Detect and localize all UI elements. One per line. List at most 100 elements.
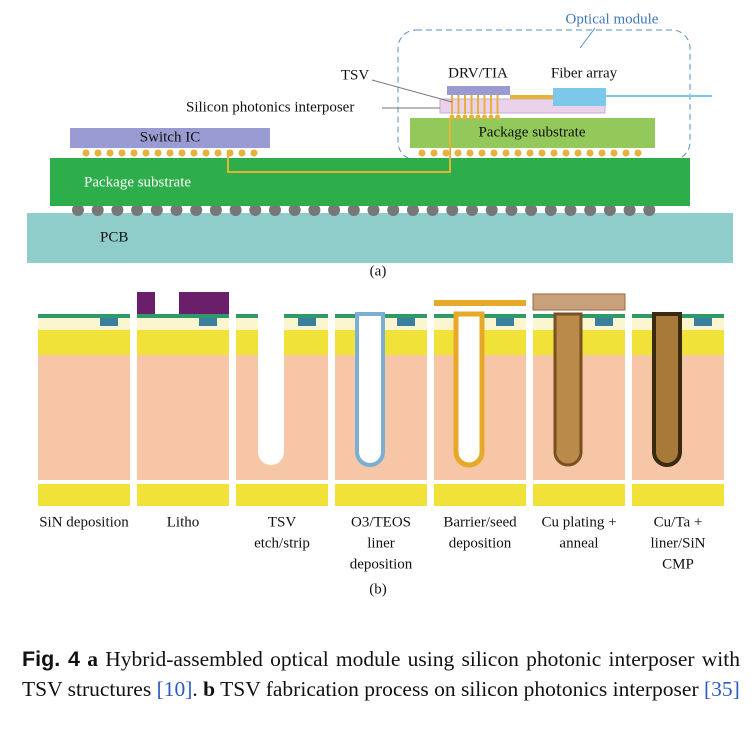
step-label: CMP (662, 556, 694, 572)
device (397, 318, 415, 326)
ball (544, 204, 557, 216)
trace (227, 118, 451, 173)
bump (462, 114, 468, 120)
tsvs (449, 95, 500, 120)
ball (209, 204, 222, 216)
via (453, 311, 485, 468)
bump (166, 149, 174, 157)
ball (72, 204, 84, 216)
bump (82, 149, 90, 157)
caption-text: . (192, 677, 198, 701)
bump (574, 149, 582, 157)
leader (371, 79, 453, 103)
ball (603, 204, 616, 216)
device (298, 318, 316, 326)
substrate (38, 355, 130, 480)
bumps (82, 149, 642, 157)
layer (335, 480, 427, 484)
ball (91, 204, 104, 216)
bump (478, 149, 486, 157)
label: Switch IC (140, 129, 200, 145)
step-label: Litho (167, 514, 200, 530)
drv-tia (447, 86, 510, 95)
package-substrate (50, 158, 690, 206)
ball (446, 204, 459, 216)
ball (505, 204, 518, 216)
ball (288, 204, 301, 216)
ball (269, 204, 281, 216)
layer (533, 480, 625, 484)
pcb (27, 213, 733, 263)
bump (238, 149, 246, 157)
reference[interactable]: [35] (703, 677, 740, 701)
ball (150, 204, 163, 216)
cu-cap (532, 293, 626, 311)
process-panel (38, 314, 130, 506)
bump (178, 149, 186, 157)
layer (632, 484, 724, 506)
layer (38, 484, 130, 506)
step-label: liner (367, 535, 395, 551)
seed (434, 300, 526, 306)
bump (456, 114, 461, 120)
bump (118, 149, 126, 157)
device (496, 318, 514, 326)
switch-ic (70, 128, 270, 148)
part-letter: a (87, 647, 99, 671)
ball (131, 204, 144, 216)
fiber-array (553, 88, 606, 106)
bump (466, 149, 474, 157)
layer (38, 314, 130, 318)
step-label: anneal (559, 535, 598, 551)
caption-text: TSV fabrication process on silicon photo… (220, 677, 699, 701)
label: Optical module (566, 11, 659, 27)
waveguide (510, 95, 555, 99)
label: Package substrate (478, 124, 585, 140)
step-label: SiN deposition (39, 514, 129, 530)
bump (502, 149, 510, 157)
caption-label: Fig. 4 (22, 647, 81, 671)
label: Fiber array (551, 65, 618, 81)
ball (485, 204, 498, 216)
step-label: etch/strip (254, 535, 310, 551)
step-label: deposition (449, 535, 512, 551)
via (355, 312, 385, 467)
step-label: O3/TEOS (351, 514, 411, 530)
step-label: deposition (350, 556, 413, 572)
ball (367, 204, 380, 216)
bump (214, 149, 222, 157)
bump (482, 114, 487, 120)
ball (406, 204, 419, 216)
ball (466, 204, 478, 216)
label: PCB (100, 229, 128, 245)
reference[interactable]: [10] (156, 677, 193, 701)
step-label: liner/SiN (651, 535, 706, 551)
layer (38, 330, 130, 355)
bump (430, 149, 438, 157)
panel-label: (a) (370, 263, 387, 279)
bump (250, 149, 258, 157)
bump (610, 149, 618, 157)
bump (526, 149, 534, 157)
label: Package substrate (84, 174, 191, 190)
bump (454, 149, 462, 157)
ball (347, 204, 360, 216)
caption: Fig. 4 a Hybrid-assembled optical module… (22, 644, 740, 704)
layer (137, 330, 229, 355)
process-panel (137, 292, 229, 506)
bump (562, 149, 570, 157)
label: TSV (341, 67, 370, 83)
bump (550, 149, 558, 157)
bump (622, 149, 630, 157)
bump (495, 114, 500, 120)
ball (387, 204, 400, 216)
ball (584, 204, 597, 216)
bump (94, 149, 102, 157)
bump (130, 149, 138, 157)
ball (308, 204, 321, 216)
part-letter: b (203, 677, 216, 701)
via (652, 312, 682, 467)
layer (236, 480, 328, 484)
layer (137, 480, 229, 484)
